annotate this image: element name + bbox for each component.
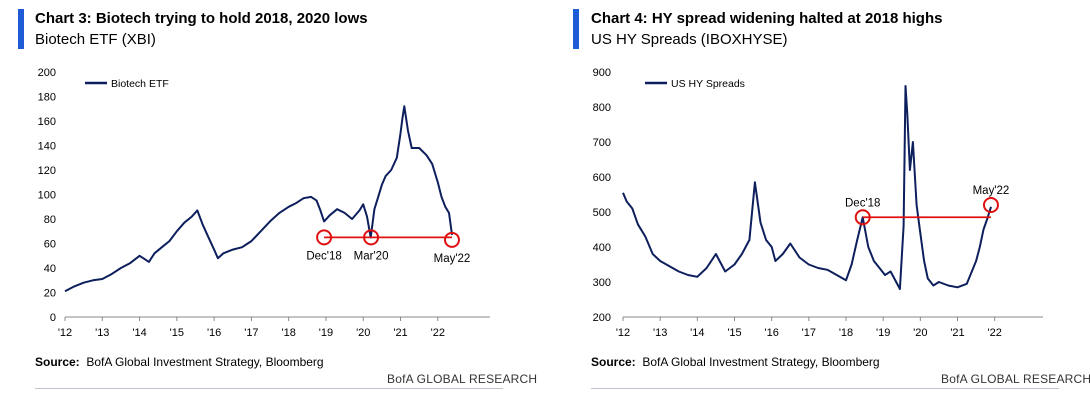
series-line [622,85,992,290]
footer-brand: BofA GLOBAL RESEARCH [387,372,538,386]
chart-4-panel: Chart 4: HY spread widening halted at 20… [545,0,1090,401]
x-tick-label: '16 [207,327,221,339]
footer-brand: BofA GLOBAL RESEARCH [941,372,1090,386]
x-tick-label: '18 [839,327,853,339]
x-tick-label: '21 [393,327,407,339]
annotation-circle [854,209,871,226]
y-tick-label: 300 [593,277,611,289]
chart-subtitle: Biotech ETF (XBI) [35,31,156,48]
x-tick-label: '17 [244,327,258,339]
y-tick-label: 140 [38,141,56,153]
y-tick-label: 120 [38,165,56,177]
x-tick-label: '22 [988,327,1002,339]
y-tick-label: 0 [50,312,56,324]
x-tick-label: '21 [950,327,964,339]
x-tick-label: '22 [431,327,445,339]
annotation-label: Dec'18 [845,197,880,209]
y-tick-label: 600 [593,172,611,184]
chart-3-panel: Chart 3: Biotech trying to hold 2018, 20… [18,9,538,389]
title-accent-bar [18,9,24,49]
x-tick-label: '13 [653,327,667,339]
x-tick-label: '18 [282,327,296,339]
source-note: Source: BofA Global Investment Strategy,… [35,355,324,369]
source-text: BofA Global Investment Strategy, Bloombe… [642,355,880,369]
y-tick-label: 40 [44,263,56,275]
y-tick-label: 800 [593,102,611,114]
footer-rule [591,388,1059,389]
annotation-circle [316,229,333,246]
annotation-label: Dec'18 [306,250,341,262]
x-tick-label: '20 [913,327,927,339]
annotation-label: May'22 [434,253,471,265]
x-tick-label: '20 [356,327,370,339]
source-text: BofA Global Investment Strategy, Bloombe… [86,355,324,369]
y-tick-label: 900 [593,67,611,79]
chart-title: Chart 4: HY spread widening halted at 20… [591,10,943,27]
x-tick-label: '15 [170,327,184,339]
y-tick-label: 700 [593,137,611,149]
x-tick-label: '12 [616,327,630,339]
source-note: Source: BofA Global Investment Strategy,… [591,355,880,369]
footer-rule [35,388,503,389]
x-tick-label: '13 [95,327,109,339]
legend-label: Biotech ETF [111,78,169,90]
y-tick-label: 500 [593,207,611,219]
y-tick-label: 400 [593,242,611,254]
x-tick-label: '16 [765,327,779,339]
hy-spreads-chart: 200 300 400 500 600 700 800 900 '12 '13 '14 '15 '16 '… [593,67,1043,339]
x-tick-label: '14 [690,327,704,339]
x-tick-label: '17 [802,327,816,339]
annotation-label: May'22 [973,185,1010,197]
x-tick-label: '19 [319,327,333,339]
biotech-etf-chart: 0 20 40 60 80 100 120 140 160 180 200 '12 '13 '14 '15 '… [38,67,490,339]
annotation-circle [443,231,460,248]
annotation-circle [982,197,999,213]
y-tick-label: 160 [38,116,56,128]
chart-title: Chart 3: Biotech trying to hold 2018, 20… [35,10,368,27]
source-label: Source: [591,355,636,369]
y-tick-label: 200 [38,67,56,79]
y-tick-label: 60 [44,239,56,251]
y-tick-label: 180 [38,92,56,104]
legend-label: US HY Spreads [671,78,745,90]
annotation-circle [363,229,380,246]
y-tick-label: 100 [38,190,56,202]
x-tick-label: '14 [132,327,146,339]
y-tick-label: 200 [593,312,611,324]
title-accent-bar [573,9,579,49]
source-label: Source: [35,355,80,369]
x-tick-label: '15 [727,327,741,339]
x-tick-label: '12 [58,327,72,339]
chart-subtitle: US HY Spreads (IBOXHYSE) [591,31,788,48]
series-line [64,105,453,293]
annotation-label: Mar'20 [354,250,389,262]
y-tick-label: 80 [44,214,56,226]
x-tick-label: '19 [876,327,890,339]
y-tick-label: 20 [44,288,56,300]
